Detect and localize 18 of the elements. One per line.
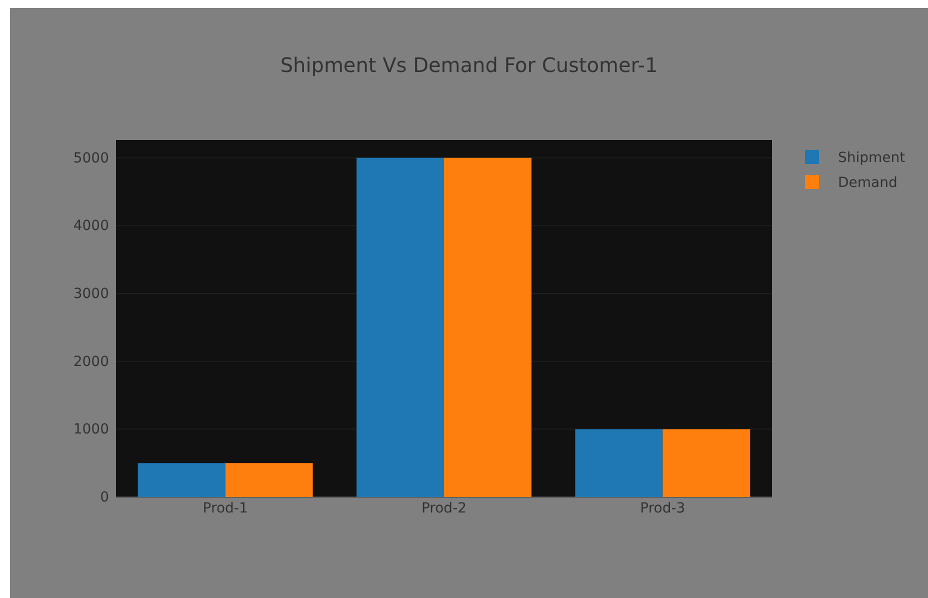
y-tick-label: 3000 — [73, 286, 109, 302]
legend-label: Shipment — [838, 150, 906, 166]
x-tick-label: Prod-1 — [202, 500, 248, 517]
bar — [662, 429, 750, 497]
x-tick-label: Prod-3 — [640, 500, 686, 517]
x-tick-label: Prod-2 — [421, 500, 467, 517]
bar — [444, 158, 532, 497]
chart-title: Shipment Vs Demand For Customer-1 — [280, 53, 658, 77]
y-tick-label: 0 — [100, 489, 109, 506]
bar — [356, 158, 444, 497]
y-tick-label: 4000 — [73, 218, 109, 234]
y-tick-label: 2000 — [73, 354, 109, 370]
legend-label: Demand — [838, 175, 898, 191]
bar — [225, 463, 313, 497]
y-tick-label: 1000 — [73, 422, 109, 438]
bar — [138, 463, 226, 497]
y-tick-label: 5000 — [73, 150, 109, 166]
bar — [575, 429, 663, 497]
